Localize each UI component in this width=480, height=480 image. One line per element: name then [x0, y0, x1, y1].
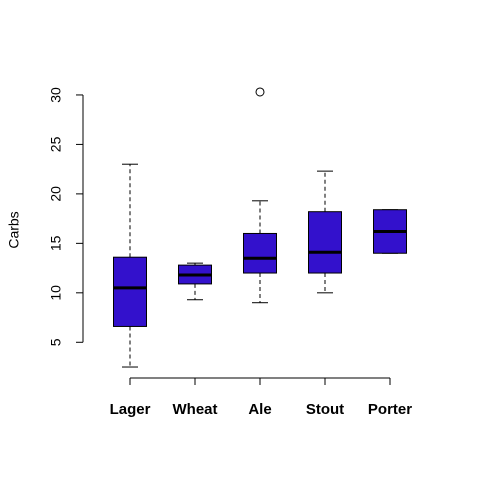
x-tick-label: Lager	[110, 401, 151, 418]
x-tick-label: Wheat	[173, 401, 218, 418]
y-tick-label: 30	[48, 87, 64, 103]
y-tick-label: 10	[48, 285, 64, 301]
x-tick-label: Stout	[306, 401, 344, 418]
outlier	[255, 87, 265, 97]
y-tick-label: 25	[48, 136, 64, 152]
box	[113, 256, 147, 327]
box	[308, 211, 342, 274]
y-tick-label: 5	[48, 338, 64, 346]
y-axis-label: Carbs	[6, 211, 22, 248]
x-tick-label: Ale	[248, 401, 271, 418]
y-tick-label: 20	[48, 186, 64, 202]
box	[243, 232, 277, 274]
x-tick-label: Porter	[368, 401, 412, 418]
y-tick-label: 15	[48, 235, 64, 251]
